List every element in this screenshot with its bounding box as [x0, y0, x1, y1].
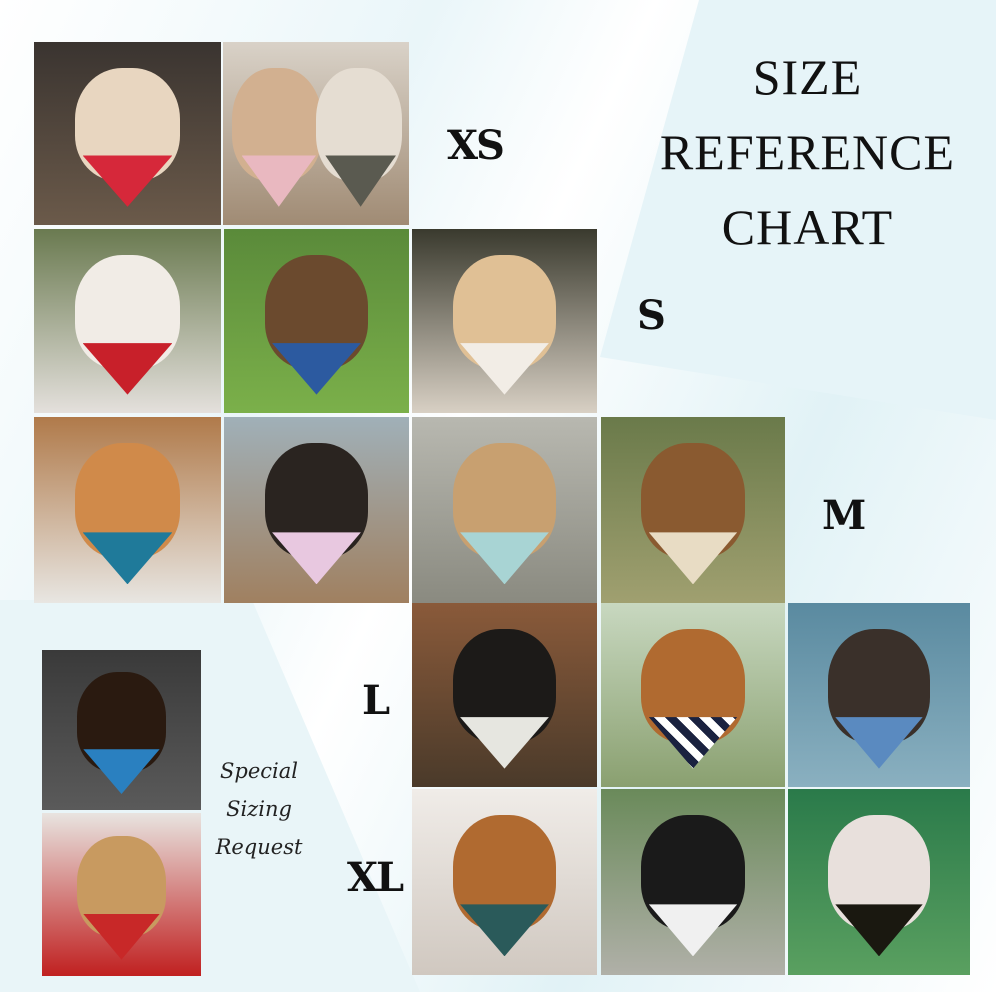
special-line: Special [220, 759, 298, 783]
special-line: Sizing [226, 797, 292, 821]
photo-xl-dog-3 [788, 789, 970, 975]
size-label-s: S [637, 292, 666, 339]
photo-l-dog-3 [788, 603, 970, 787]
photo-s-dog-2 [224, 229, 409, 413]
special-sizing-label: Special Sizing Request [205, 752, 313, 866]
photo-special-dog-2 [42, 813, 201, 976]
photo-m-dog-3 [412, 417, 597, 603]
special-line: Request [215, 835, 303, 859]
photo-xl-dog-2 [601, 789, 785, 975]
photo-xl-dog-1 [412, 789, 597, 975]
size-label-m: M [822, 492, 866, 539]
title-line: CHART [721, 199, 894, 255]
photo-s-dog-1 [34, 229, 221, 413]
photo-special-dog-1 [42, 650, 201, 810]
photo-m-dog-1 [34, 417, 221, 603]
size-label-xs: XS [447, 122, 505, 169]
photo-xs-cats-2 [223, 42, 409, 225]
photo-s-dog-3 [412, 229, 597, 413]
page-title: SIZE REFERENCE CHART [640, 40, 975, 265]
photo-m-dog-2 [224, 417, 409, 603]
title-line: SIZE [752, 49, 863, 105]
photo-m-dog-4 [601, 417, 785, 603]
size-label-l: L [362, 677, 390, 724]
title-line: REFERENCE [659, 124, 956, 180]
photo-xs-cat-1 [34, 42, 221, 225]
size-label-xl: XL [347, 854, 404, 901]
photo-l-dog-1 [412, 603, 597, 787]
photo-l-dog-2 [601, 603, 785, 787]
